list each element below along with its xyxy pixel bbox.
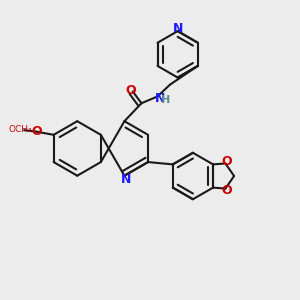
Text: O: O <box>221 155 232 168</box>
Text: OCH₃: OCH₃ <box>8 125 32 134</box>
Text: O: O <box>221 184 232 197</box>
Text: H: H <box>161 95 170 105</box>
Text: N: N <box>155 92 165 105</box>
Text: N: N <box>173 22 183 34</box>
Text: O: O <box>125 84 136 97</box>
Text: N: N <box>121 173 131 186</box>
Text: O: O <box>32 125 42 138</box>
